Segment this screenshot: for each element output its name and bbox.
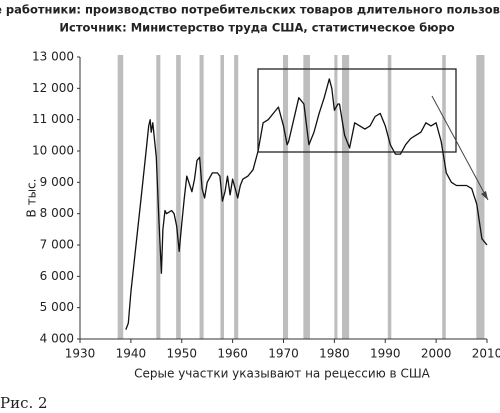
y-tick-label: 13 000	[32, 50, 74, 64]
recession-band	[282, 55, 289, 339]
y-tick-label: 12 000	[32, 81, 74, 95]
highlight-box	[257, 68, 457, 153]
y-tick-label: 4 000	[40, 332, 74, 346]
recession-band	[442, 55, 446, 339]
x-tick-label: 1960	[217, 347, 248, 361]
caption: Рис. 2	[0, 394, 48, 412]
x-tick-label: 1990	[370, 347, 401, 361]
recession-band	[117, 55, 124, 339]
recession-band	[334, 55, 338, 339]
x-tick-label: 1980	[319, 347, 350, 361]
trend-arrow	[431, 95, 489, 201]
x-tick-label: 1940	[116, 347, 147, 361]
recession-band	[476, 55, 485, 339]
recession-band	[176, 55, 181, 339]
recession-band	[303, 55, 310, 339]
y-tick-label: 7 000	[40, 238, 74, 252]
y-tick-label: 5 000	[40, 300, 74, 314]
x-axis-label: Серые участки указывают на рецессию в СШ…	[134, 367, 431, 381]
chart-subtitle: Источник: Министерство труда США, статис…	[59, 21, 454, 35]
plot-area: 4 000 5 000 6 000 7 000 8 000 9 000 10 000 11 0…	[32, 50, 500, 361]
x-tick-label: 2010	[472, 347, 500, 361]
arrow-head	[481, 191, 488, 200]
y-tick-label: 9 000	[40, 175, 74, 189]
x-tick-label: 2000	[421, 347, 452, 361]
y-tick-label: 6 000	[40, 269, 74, 283]
y-tick-label: 10 000	[32, 144, 74, 158]
recession-band	[199, 55, 204, 339]
series-line	[125, 78, 488, 330]
recession-band	[234, 55, 239, 339]
y-axis-label: В тыс.	[25, 179, 39, 218]
chart-title: Все работники: производство потребительс…	[0, 3, 500, 17]
recession-band	[387, 55, 392, 339]
recession-band	[342, 55, 350, 339]
x-tick-label: 1950	[166, 347, 197, 361]
x-tick-label: 1930	[65, 347, 96, 361]
x-tick-label: 1970	[268, 347, 299, 361]
y-tick-label: 8 000	[40, 206, 74, 220]
y-tick-label: 11 000	[32, 112, 74, 126]
